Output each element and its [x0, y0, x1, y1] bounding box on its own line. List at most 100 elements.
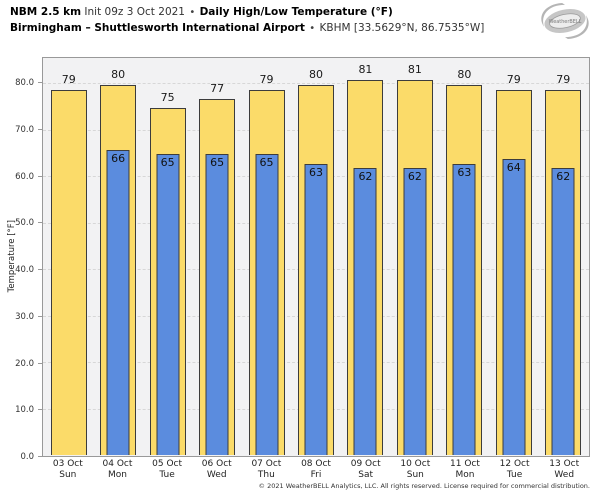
y-tick-mark	[38, 269, 42, 271]
x-tick-label: 13 Oct Wed	[539, 459, 589, 481]
low-temp-bar: 65	[205, 154, 229, 455]
x-tick-day: Fri	[310, 470, 322, 480]
high-temp-value: 80	[457, 67, 472, 81]
bar-group-07-oct: 79 65	[242, 59, 291, 455]
separator-dot: •	[189, 7, 196, 18]
high-temp-value: 77	[210, 81, 225, 95]
plot-wrap: 79 80 66 75 65 77 65 79 65 80 63 81 62 81 62 80 63 79 64 79…	[15, 57, 590, 462]
separator-dot: •	[309, 22, 316, 34]
y-tick-label: 0.0	[20, 452, 34, 462]
bar-group-12-oct: 79 64	[489, 59, 538, 455]
logo-text: WeatherBELL	[549, 19, 582, 25]
high-temp-value: 79	[506, 72, 521, 86]
x-tick-label: 06 Oct Wed	[192, 459, 242, 481]
copyright-text: © 2021 WeatherBELL Analytics, LLC. All r…	[258, 482, 590, 490]
high-temp-value: 79	[556, 72, 571, 86]
y-tick-mark	[38, 175, 42, 177]
x-tick-date: 04 Oct	[102, 459, 133, 469]
high-temp-value: 75	[160, 91, 175, 105]
y-tick-label: 40.0	[15, 265, 34, 276]
x-tick-day: Mon	[455, 470, 475, 480]
model-name: NBM 2.5 km	[10, 6, 82, 18]
x-tick-day: Wed	[206, 470, 227, 480]
title-line: NBM 2.5 km Init 09z 3 Oct 2021 • Daily H…	[10, 5, 484, 21]
low-temp-bar: 63	[452, 163, 476, 455]
location-name: Birmingham – Shuttlesworth International…	[10, 21, 305, 34]
bars-container: 79 80 66 75 65 77 65 79 65 80 63 81 62 81 62 80 63 79 64 79…	[44, 59, 588, 455]
x-tick-label: 05 Oct Tue	[142, 459, 192, 481]
high-temp-value: 81	[407, 63, 422, 77]
y-axis-title: Temperature [°F]	[7, 220, 17, 293]
product-name: Daily High/Low Temperature (°F)	[199, 6, 393, 18]
low-temp-bar: 63	[304, 163, 328, 455]
init-time: Init 09z 3 Oct 2021	[84, 6, 185, 18]
subtitle-line: Birmingham – Shuttlesworth International…	[10, 21, 484, 37]
x-tick-label: 12 Oct Tue	[490, 459, 540, 481]
high-temp-value: 79	[61, 72, 76, 86]
y-tick-label: 50.0	[15, 218, 34, 229]
bar-group-13-oct: 79 62	[539, 59, 588, 455]
bar-group-11-oct: 80 63	[440, 59, 489, 455]
bar-group-06-oct: 77 65	[192, 59, 241, 455]
x-tick-date: 08 Oct	[301, 459, 331, 469]
x-tick-date: 10 Oct	[400, 459, 431, 469]
high-temp-value: 80	[308, 67, 323, 81]
x-tick-label: 07 Oct Thu	[242, 459, 292, 481]
high-temp-bar	[50, 89, 87, 455]
weatherbell-logo: WeatherBELL	[536, 2, 594, 40]
x-tick-date: 06 Oct	[201, 459, 232, 469]
y-tick-label: 10.0	[15, 405, 34, 416]
y-tick-label: 60.0	[15, 171, 34, 182]
x-tick-label: 10 Oct Sun	[390, 459, 440, 481]
low-temp-bar: 62	[551, 168, 575, 455]
x-tick-day: Wed	[554, 470, 575, 480]
low-temp-bar: 62	[353, 168, 377, 455]
x-tick-date: 11 Oct	[450, 459, 480, 469]
y-tick-label: 30.0	[15, 311, 34, 322]
y-tick-mark	[38, 128, 42, 130]
x-tick-date: 09 Oct	[350, 459, 381, 469]
y-tick-mark	[38, 222, 42, 224]
y-tick-label: 80.0	[15, 78, 34, 89]
bar-group-03-oct: 79	[44, 59, 93, 455]
low-temp-bar: 65	[156, 154, 180, 455]
x-tick-day: Mon	[107, 470, 127, 480]
chart-header: NBM 2.5 km Init 09z 3 Oct 2021 • Daily H…	[10, 5, 484, 36]
x-tick-date: 05 Oct	[152, 459, 183, 469]
low-temp-bar: 66	[106, 149, 130, 455]
bar-group-10-oct: 81 62	[390, 59, 439, 455]
x-tick-label: 04 Oct Mon	[93, 459, 143, 481]
bar-group-09-oct: 81 62	[341, 59, 390, 455]
high-temp-value: 81	[358, 63, 373, 77]
x-tick-day: Tue	[159, 470, 175, 480]
x-tick-day: Sun	[59, 470, 77, 480]
x-tick-day: Sun	[406, 470, 424, 480]
x-tick-day: Thu	[257, 470, 275, 480]
x-tick-date: 03 Oct	[52, 459, 83, 469]
low-temp-bar: 65	[255, 154, 279, 455]
y-tick-mark	[38, 409, 42, 411]
x-tick-label: 08 Oct Fri	[291, 459, 341, 481]
x-tick-day: Sat	[358, 470, 374, 480]
y-tick-mark	[38, 82, 42, 84]
y-tick-label: 20.0	[15, 358, 34, 369]
bar-group-08-oct: 80 63	[291, 59, 340, 455]
gridline-80	[43, 83, 589, 85]
y-tick-mark	[38, 362, 42, 364]
bar-group-04-oct: 80 66	[93, 59, 142, 455]
x-tick-label: 09 Oct Sat	[341, 459, 391, 481]
weatherbell-swirl-icon: WeatherBELL	[541, 2, 589, 40]
low-temp-bar: 64	[502, 158, 526, 455]
x-tick-day: Tue	[506, 470, 523, 480]
x-axis-labels: 03 Oct Sun 04 Oct Mon 05 Oct Tue 06 Oct Wed 07 O…	[43, 459, 589, 481]
plot-area: 79 80 66 75 65 77 65 79 65 80 63 81 62 81 62 80 63 79 64 79…	[42, 57, 590, 457]
x-tick-date: 13 Oct	[549, 459, 580, 469]
low-temp-bar: 62	[403, 168, 427, 455]
high-temp-value: 80	[111, 67, 126, 81]
high-temp-value: 79	[259, 72, 274, 86]
y-tick-mark	[38, 315, 42, 317]
y-tick-label: 70.0	[15, 124, 34, 135]
x-tick-label: 03 Oct Sun	[43, 459, 93, 481]
y-tick-mark	[38, 456, 42, 457]
x-tick-label: 11 Oct Mon	[440, 459, 490, 481]
